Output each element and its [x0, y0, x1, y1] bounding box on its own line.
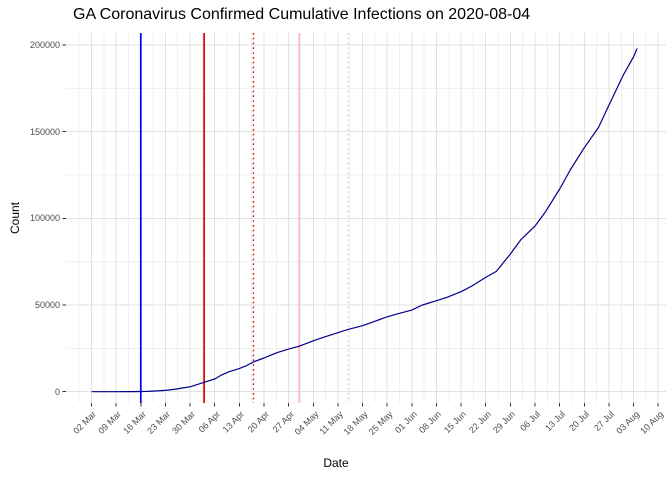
- x-axis-title: Date: [323, 456, 349, 470]
- y-tick-label: 100000: [29, 213, 60, 224]
- chart-title: GA Coronavirus Confirmed Cumulative Infe…: [73, 6, 531, 23]
- series-line: [91, 48, 638, 393]
- axis-tick-marks: [62, 44, 659, 407]
- event-vlines: [139, 33, 350, 403]
- y-tick-label: 200000: [29, 39, 60, 50]
- cumulative-infections-line: [91, 48, 638, 393]
- y-tick-label: 50000: [34, 300, 60, 310]
- grid-major-lines: [66, 33, 666, 403]
- y-tick-label: 0: [54, 386, 60, 397]
- y-tick-label: 150000: [29, 126, 60, 137]
- y-axis-title: Count: [8, 201, 22, 235]
